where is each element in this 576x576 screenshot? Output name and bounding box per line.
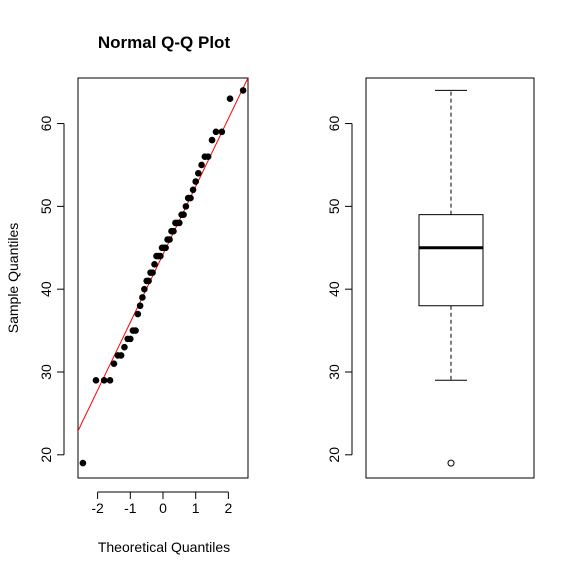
qq-point (141, 285, 148, 293)
qq-y-axis-label: Sample Quantiles (5, 223, 21, 334)
qq-plot-title: Normal Q-Q Plot (98, 33, 231, 52)
qq-point (149, 269, 156, 276)
qq-x-tick-label: -1 (124, 500, 137, 516)
qq-point (136, 302, 144, 310)
qq-y-tick-label: 40 (38, 281, 54, 297)
qq-x-tick-label: -2 (91, 500, 104, 516)
qq-point (195, 169, 202, 177)
qq-point (162, 244, 169, 252)
qq-plot-frame (77, 77, 249, 479)
qq-point (92, 376, 100, 384)
qq-point (121, 343, 128, 351)
qq-x-tick-label: 1 (192, 500, 200, 516)
qq-point (170, 227, 177, 235)
qq-y-tick-label: 30 (38, 364, 54, 380)
boxplot-frame (365, 77, 535, 479)
qq-point (189, 186, 197, 194)
boxplot-y-tick-label: 20 (326, 447, 342, 463)
qq-point (134, 310, 142, 318)
qq-point (212, 128, 220, 136)
boxplot-y-tick-label: 60 (326, 116, 342, 132)
boxplot-y-tick-label: 30 (326, 364, 342, 380)
qq-point (139, 294, 146, 301)
qq-point (127, 335, 134, 343)
qq-point (79, 459, 87, 467)
boxplot-y-tick-label: 50 (326, 198, 342, 214)
qq-x-axis: -2 -1 0 1 2 (91, 491, 232, 516)
qq-point (100, 376, 108, 384)
qq-point (157, 252, 164, 260)
boxplot-box (418, 214, 484, 307)
qq-x-axis-label: Theoretical Quantiles (98, 539, 230, 555)
qq-point (166, 236, 173, 243)
qq-plot-panel: Normal Q-Q Plot 20 30 40 50 60 -2 -1 0 1 2 Theor… (5, 33, 249, 555)
qq-point (117, 352, 125, 359)
qq-x-tick-label: 2 (224, 500, 232, 516)
qq-point (182, 203, 190, 210)
qq-y-tick-label: 50 (38, 198, 54, 214)
qq-point (239, 87, 247, 94)
qq-point (151, 261, 158, 268)
qq-point (106, 376, 114, 384)
qq-point (208, 136, 216, 144)
boxplot-body (418, 89, 484, 467)
qq-point (218, 128, 226, 136)
qq-y-tick-label: 20 (38, 447, 54, 463)
qq-point (204, 153, 212, 160)
boxplot-y-tick-label: 40 (326, 281, 342, 297)
qq-point (145, 277, 152, 285)
qq-x-tick-label: 0 (159, 500, 167, 516)
qq-point (132, 327, 139, 334)
qq-point (187, 194, 194, 202)
qq-y-tick-label: 60 (38, 116, 54, 132)
boxplot-y-axis: 20 30 40 50 60 (326, 116, 353, 463)
qq-point (226, 95, 234, 103)
boxplot-panel: 20 30 40 50 60 (326, 77, 535, 479)
qq-y-axis: 20 30 40 50 60 (38, 116, 65, 463)
qq-point (176, 219, 183, 227)
qq-point (180, 211, 187, 218)
boxplot-outlier (447, 459, 455, 467)
qq-point (192, 178, 199, 185)
qq-points (79, 87, 247, 467)
qq-point (110, 360, 118, 368)
qq-point (198, 161, 205, 169)
